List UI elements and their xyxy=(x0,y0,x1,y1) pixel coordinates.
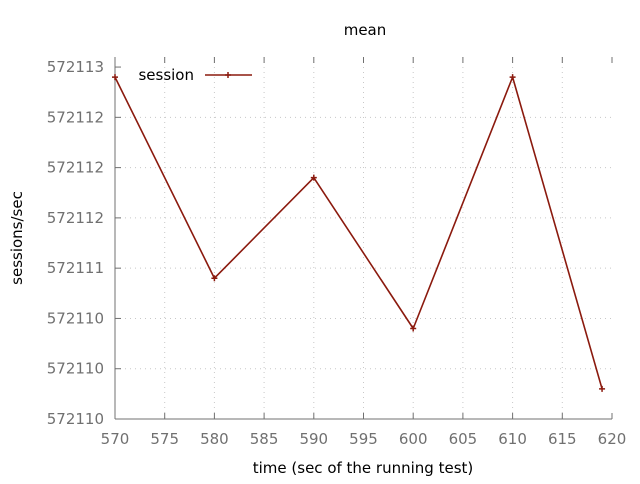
legend: session xyxy=(138,66,252,84)
series-line-session xyxy=(114,76,603,390)
x-axis-title: time (sec of the running test) xyxy=(253,459,474,477)
x-tick-label: 600 xyxy=(399,430,428,448)
data-point xyxy=(599,385,606,392)
y-tick-label: 572113 xyxy=(47,58,104,76)
y-tick-label: 572110 xyxy=(47,410,104,428)
series-lines xyxy=(112,74,606,392)
y-tick-label: 572111 xyxy=(47,259,104,277)
y-axis-title: sessions/sec xyxy=(8,191,26,285)
grid-lines xyxy=(115,57,612,419)
y-tick-label: 572112 xyxy=(47,108,104,126)
x-tick-label: 595 xyxy=(349,430,378,448)
axes xyxy=(114,57,613,420)
x-tick-label: 615 xyxy=(548,430,577,448)
legend-marker xyxy=(225,72,231,78)
x-tick-label: 605 xyxy=(449,430,478,448)
x-tick-label: 580 xyxy=(200,430,229,448)
y-tick-label: 572112 xyxy=(47,209,104,227)
data-point xyxy=(310,174,317,181)
y-tick-label: 572110 xyxy=(47,360,104,378)
data-point xyxy=(410,325,417,332)
tick-labels: 570 575 580 585 590 595 600 605 610 615 620 572110 5… xyxy=(47,58,627,448)
data-point xyxy=(509,74,516,81)
x-tick-label: 585 xyxy=(250,430,279,448)
x-tick-label: 620 xyxy=(598,430,627,448)
legend-label: session xyxy=(138,66,194,84)
x-tick-label: 570 xyxy=(101,430,130,448)
x-tick-label: 575 xyxy=(150,430,179,448)
x-tick-label: 590 xyxy=(299,430,328,448)
data-point xyxy=(112,74,118,81)
x-tick-label: 610 xyxy=(498,430,527,448)
chart-title: mean xyxy=(344,21,387,39)
y-tick-label: 572110 xyxy=(47,309,104,327)
data-point xyxy=(211,275,218,282)
y-tick-label: 572112 xyxy=(47,159,104,177)
